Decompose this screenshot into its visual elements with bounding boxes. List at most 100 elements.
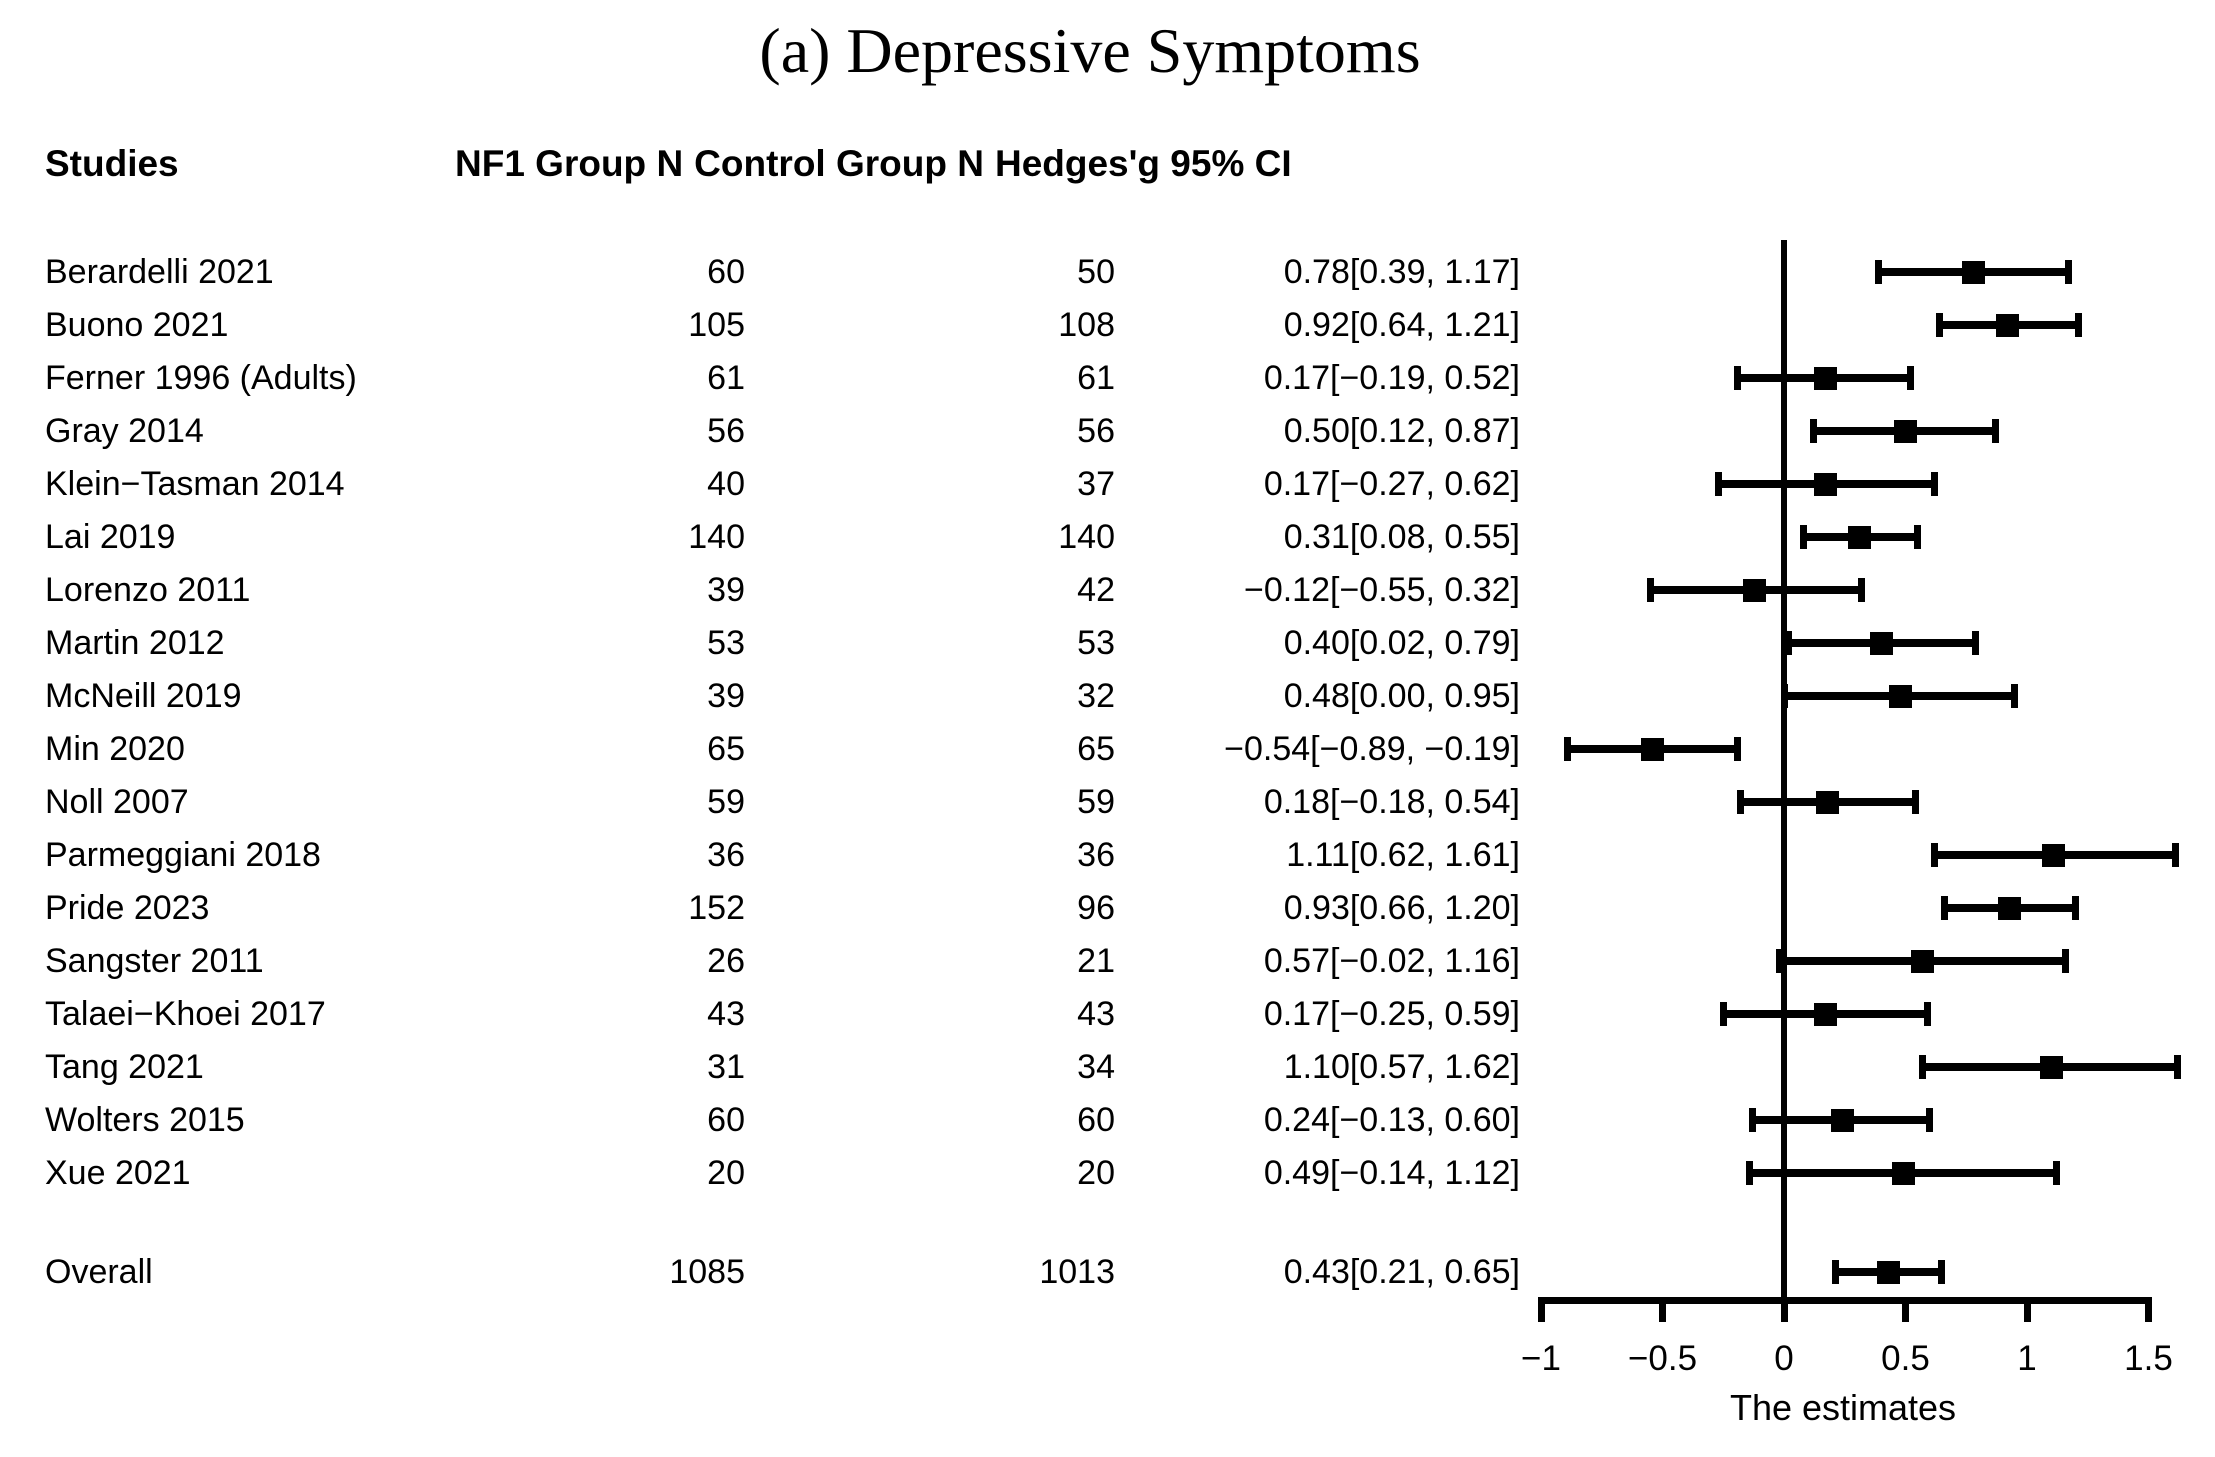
control-n-value: 61 [1077, 358, 1115, 397]
hedges-ci-value: 0.93[0.66, 1.20] [1283, 888, 1520, 927]
zero-reference-line [1781, 240, 1787, 1301]
study-row: Sangster 2011 26 21 0.57[−0.02, 1.16] [0, 935, 2215, 988]
x-axis-tick [1780, 1297, 1788, 1322]
control-n-value: 60 [1077, 1100, 1115, 1139]
study-label: Parmeggiani 2018 [45, 835, 321, 874]
study-label: Pride 2023 [45, 888, 210, 927]
ci-lower-cap [1831, 1260, 1839, 1284]
study-label: Klein−Tasman 2014 [45, 464, 345, 503]
point-estimate-square [1998, 896, 2022, 920]
ci-upper-cap [1734, 737, 1742, 761]
hedges-ci-value: 0.40[0.02, 0.79] [1283, 623, 1520, 662]
x-axis-label: The estimates [1729, 1387, 1957, 1428]
study-label: Noll 2007 [45, 782, 189, 821]
nf1-n-value: 36 [707, 835, 745, 874]
ci-upper-cap [2011, 684, 2019, 708]
study-label: Min 2020 [45, 729, 185, 768]
x-axis-tick-label: 0 [1774, 1339, 1794, 1378]
ci-lower-cap [1936, 313, 1944, 337]
x-axis-tick-label: 1.5 [2124, 1339, 2173, 1378]
point-estimate-square [1830, 1108, 1854, 1132]
control-n-value: 34 [1077, 1047, 1115, 1086]
ci-upper-cap [2052, 1161, 2060, 1185]
nf1-n-value: 59 [707, 782, 745, 821]
point-estimate-square [1894, 419, 1917, 443]
study-label: Talaei−Khoei 2017 [45, 994, 326, 1033]
study-row: Lorenzo 2011 39 42 −0.12[−0.55, 0.32] [0, 564, 2215, 617]
ci-upper-cap [1906, 366, 1914, 390]
study-row: Min 2020 65 65 −0.54[−0.89, −0.19] [0, 723, 2215, 776]
x-axis-tick [2023, 1297, 2031, 1322]
point-estimate-square [1996, 313, 2020, 337]
nf1-n-value: 20 [707, 1153, 745, 1192]
ci-upper-cap [2062, 949, 2070, 973]
hedges-ci-value: 0.18[−0.18, 0.54] [1263, 782, 1520, 821]
ci-lower-cap [1780, 684, 1788, 708]
ci-lower-cap [1931, 843, 1939, 867]
point-estimate-square [1889, 684, 1913, 708]
x-axis-tick-label: −0.5 [1627, 1339, 1698, 1378]
ci-upper-cap [1858, 578, 1866, 602]
study-label: Berardelli 2021 [45, 252, 274, 291]
study-label: Tang 2021 [45, 1047, 204, 1086]
study-label: Martin 2012 [45, 623, 225, 662]
control-n-value: 65 [1077, 729, 1115, 768]
study-label: Gray 2014 [45, 411, 204, 450]
study-label: Sangster 2011 [45, 941, 264, 980]
nf1-n-value: 152 [688, 888, 745, 927]
ci-lower-cap [1748, 1108, 1756, 1132]
hedges-ci-value: 0.31[0.08, 0.55] [1283, 517, 1520, 556]
point-estimate-square [1743, 578, 1767, 602]
control-n-value: 42 [1077, 570, 1115, 609]
study-label: Wolters 2015 [45, 1100, 245, 1139]
control-n-value: 37 [1077, 464, 1115, 503]
control-n-value: 59 [1077, 782, 1115, 821]
x-axis-tick [1902, 1297, 1909, 1322]
study-row: Klein−Tasman 2014 40 37 0.17[−0.27, 0.62] [0, 458, 2215, 511]
ci-upper-cap [1911, 790, 1919, 814]
control-n-value: 56 [1077, 411, 1115, 450]
nf1-n-value: 43 [707, 994, 745, 1033]
study-label: Lorenzo 2011 [45, 570, 251, 609]
nf1-n-value: 60 [707, 252, 745, 291]
column-header-control-n: Control Group N [694, 143, 984, 184]
point-estimate-square [1847, 525, 1871, 549]
study-row: Pride 2023 152 96 0.93[0.66, 1.20] [0, 882, 2215, 935]
ci-upper-cap [2174, 1055, 2182, 1079]
ci-lower-cap [1875, 260, 1883, 284]
control-n-value: 20 [1077, 1153, 1115, 1192]
hedges-ci-value: 1.10[0.57, 1.62] [1283, 1047, 1520, 1086]
study-row: Talaei−Khoei 2017 43 43 0.17[−0.25, 0.59] [0, 988, 2215, 1041]
ci-lower-cap [1734, 366, 1742, 390]
point-estimate-square [1911, 949, 1934, 973]
point-estimate-square [1876, 1260, 1900, 1284]
ci-lower-cap [1564, 737, 1572, 761]
ci-lower-cap [1736, 790, 1744, 814]
ci-upper-cap [2064, 260, 2072, 284]
nf1-n-value: 31 [707, 1047, 745, 1086]
ci-lower-cap [1785, 631, 1793, 655]
control-n-value: 140 [1058, 517, 1115, 556]
ci-lower-cap [1714, 472, 1722, 496]
column-header-studies: Studies [45, 143, 179, 184]
ci-lower-cap [1646, 578, 1654, 602]
study-label: Overall [45, 1252, 153, 1291]
control-n-value: 1013 [1039, 1252, 1115, 1291]
x-axis-tick [1659, 1297, 1666, 1322]
point-estimate-square [1813, 1002, 1837, 1026]
study-row: Xue 2021 20 20 0.49[−0.14, 1.12] [0, 1147, 2215, 1200]
ci-upper-cap [1914, 525, 1922, 549]
column-header-line: NF1 Group N Control Group N Hedges'g 95%… [455, 140, 1292, 188]
study-label: Ferner 1996 (Adults) [45, 358, 357, 397]
hedges-ci-value: −0.54[−0.89, −0.19] [1224, 729, 1520, 768]
study-row: McNeill 2019 39 32 0.48[0.00, 0.95] [0, 670, 2215, 723]
control-n-value: 43 [1077, 994, 1115, 1033]
ci-lower-cap [1809, 419, 1817, 443]
nf1-n-value: 140 [688, 517, 745, 556]
x-axis-tick-label: 0.5 [1881, 1339, 1930, 1378]
nf1-n-value: 26 [707, 941, 745, 980]
nf1-n-value: 56 [707, 411, 745, 450]
x-axis-tick-label: −1 [1521, 1339, 1561, 1378]
study-row: Noll 2007 59 59 0.18[−0.18, 0.54] [0, 776, 2215, 829]
point-estimate-square [1816, 790, 1840, 814]
